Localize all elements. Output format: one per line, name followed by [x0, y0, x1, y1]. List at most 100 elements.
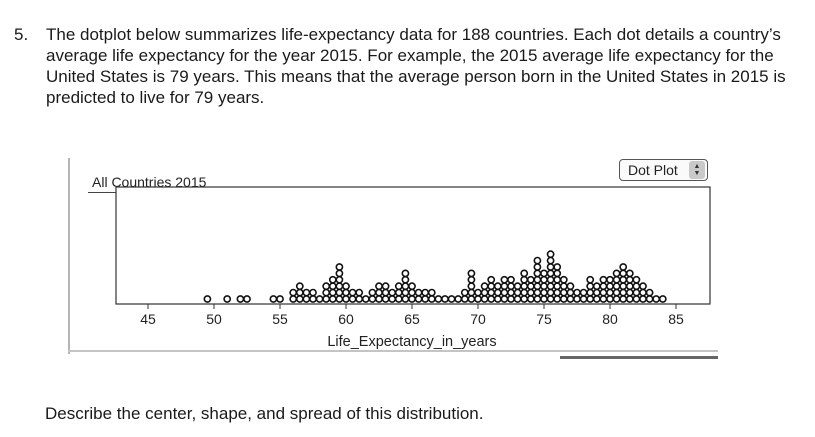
dot [540, 269, 548, 278]
dot [553, 269, 562, 278]
dot [553, 288, 562, 297]
dot [645, 295, 654, 303]
dot [546, 256, 555, 265]
dot [625, 288, 634, 297]
dot [342, 288, 350, 297]
dot [606, 282, 614, 291]
dot [394, 295, 403, 303]
dot [507, 282, 515, 291]
dot [573, 288, 581, 297]
dot [625, 275, 634, 284]
x-axis-ticks: 45 50 55 60 65 70 75 80 85 [140, 304, 684, 327]
dot [540, 282, 548, 291]
dot [599, 275, 608, 284]
dot [487, 275, 496, 284]
dot [295, 288, 304, 297]
dot [487, 282, 496, 291]
plot-type-select[interactable]: Dot Plot ▲ ▼ [619, 159, 708, 181]
dot [612, 295, 621, 303]
dot [335, 269, 344, 278]
dot [612, 288, 621, 297]
dot [586, 282, 595, 291]
dot [480, 282, 489, 291]
panel-bottom-border [68, 350, 718, 352]
dot [401, 282, 410, 291]
panel-bottom-shadow [560, 356, 718, 359]
dot [639, 288, 647, 297]
dot [269, 295, 278, 303]
dot [632, 275, 641, 284]
dot [401, 288, 410, 297]
dot [467, 282, 476, 291]
dot [566, 288, 575, 297]
graph-title: All Countries 2015 [92, 174, 207, 190]
dot [520, 282, 529, 291]
dot [381, 282, 390, 291]
dot [328, 275, 337, 284]
dot [559, 295, 568, 303]
dot [592, 295, 601, 303]
dot [401, 269, 410, 278]
dot [474, 295, 482, 303]
dot [599, 288, 608, 297]
dot [533, 275, 542, 284]
dot [599, 295, 608, 303]
dot [342, 295, 350, 303]
dot [612, 275, 621, 284]
dot [368, 288, 377, 297]
dot [295, 282, 304, 291]
dot [454, 295, 463, 303]
dot [328, 295, 337, 303]
dot [546, 263, 555, 271]
dot [460, 288, 469, 297]
dot [639, 295, 647, 303]
dot [658, 295, 667, 303]
dot [533, 282, 542, 291]
x-tick-label: 50 [206, 311, 222, 327]
dot [507, 295, 515, 303]
dot [381, 295, 390, 303]
dot [619, 288, 628, 297]
dot [427, 295, 436, 303]
dot [375, 288, 383, 297]
up-down-arrows-icon[interactable]: ▲ ▼ [689, 161, 705, 179]
dot [619, 275, 628, 284]
x-tick-label: 65 [404, 311, 420, 327]
dot [619, 269, 628, 278]
question-text: The dotplot below summarizes life-expect… [46, 25, 786, 107]
dot [540, 288, 548, 297]
dot [434, 295, 443, 303]
dot [500, 275, 509, 284]
dot [546, 275, 555, 284]
dot [592, 288, 601, 297]
dot [328, 288, 337, 297]
dot [467, 269, 476, 278]
dot [533, 263, 542, 271]
dot [408, 282, 416, 291]
dot [526, 295, 535, 303]
dot [639, 282, 647, 291]
dot [467, 295, 476, 303]
dot [401, 295, 410, 303]
dot [592, 282, 601, 291]
x-tick-label: 75 [536, 311, 552, 327]
dot [328, 282, 337, 291]
dot [500, 288, 509, 297]
dot [546, 269, 555, 278]
x-tick-label: 55 [272, 311, 288, 327]
dot [513, 288, 522, 297]
dot [388, 288, 397, 297]
dot [520, 275, 529, 284]
dot [579, 288, 588, 297]
dot [507, 275, 515, 284]
dot [520, 288, 529, 297]
dot [625, 295, 634, 303]
dot [526, 282, 535, 291]
dot [632, 295, 641, 303]
dot [302, 295, 311, 303]
dot [441, 295, 449, 303]
dot [533, 295, 542, 303]
dot [480, 288, 489, 297]
dot [612, 269, 621, 278]
dot [579, 295, 588, 303]
